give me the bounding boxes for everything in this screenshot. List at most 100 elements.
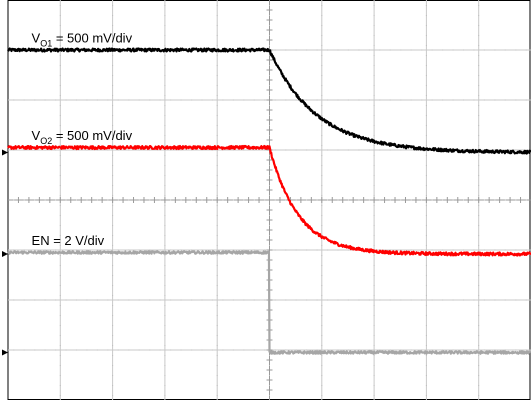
- minor-dot: [321, 395, 323, 396]
- minor-dot: [164, 205, 166, 206]
- minor-dot: [59, 335, 61, 336]
- minor-dot: [216, 45, 218, 46]
- minor-dot: [337, 149, 339, 151]
- minor-dot: [65, 99, 67, 101]
- minor-dot: [159, 199, 161, 201]
- minor-dot: [13, 349, 15, 351]
- minor-dot: [59, 395, 61, 396]
- minor-dot: [525, 349, 527, 351]
- minor-dot: [59, 275, 61, 276]
- minor-dot: [211, 99, 213, 101]
- minor-dot: [59, 125, 61, 126]
- minor-dot: [34, 349, 36, 351]
- minor-dot: [494, 199, 496, 201]
- minor-dot: [327, 99, 329, 101]
- minor-dot: [216, 15, 218, 16]
- minor-dot: [425, 275, 427, 276]
- minor-dot: [358, 199, 360, 201]
- minor-dot: [216, 385, 218, 386]
- minor-dot: [253, 349, 255, 351]
- minor-dot: [44, 349, 46, 351]
- minor-dot: [59, 15, 61, 16]
- minor-dot: [13, 99, 15, 101]
- minor-dot: [164, 15, 166, 16]
- minor-dot: [306, 99, 308, 101]
- minor-dot: [321, 235, 323, 236]
- minor-dot: [55, 249, 57, 251]
- minor-dot: [164, 395, 166, 396]
- minor-dot: [425, 305, 427, 306]
- minor-dot: [515, 299, 517, 301]
- minor-dot: [373, 55, 375, 56]
- minor-dot: [112, 355, 114, 356]
- minor-dot: [421, 249, 423, 251]
- minor-dot: [316, 99, 318, 101]
- minor-dot: [379, 349, 381, 351]
- minor-dot: [478, 335, 480, 336]
- minor-dot: [164, 155, 166, 156]
- minor-dot: [337, 199, 339, 201]
- minor-dot: [478, 105, 480, 106]
- minor-dot: [327, 299, 329, 301]
- minor-dot: [23, 299, 25, 301]
- minor-dot: [243, 199, 245, 201]
- minor-dot: [170, 249, 172, 251]
- minor-dot: [425, 335, 427, 336]
- minor-dot: [321, 245, 323, 246]
- minor-dot: [425, 15, 427, 16]
- minor-dot: [112, 135, 114, 136]
- minor-dot: [23, 149, 25, 151]
- minor-dot: [425, 345, 427, 346]
- minor-dot: [306, 49, 308, 51]
- minor-dot: [23, 349, 25, 351]
- minor-dot: [425, 225, 427, 226]
- minor-dot: [191, 199, 193, 201]
- minor-dot: [347, 99, 349, 101]
- minor-dot: [59, 365, 61, 366]
- trace-vo1: [7, 47, 531, 155]
- minor-dot: [269, 225, 270, 226]
- minor-dot: [112, 235, 114, 236]
- minor-dot: [216, 305, 218, 306]
- minor-dot: [59, 215, 61, 216]
- minor-dot: [425, 355, 427, 356]
- minor-dot: [347, 249, 349, 251]
- minor-dot: [149, 99, 151, 101]
- minor-dot: [515, 149, 517, 151]
- minor-dot: [59, 25, 61, 26]
- minor-dot: [269, 375, 270, 376]
- minor-dot: [59, 245, 61, 246]
- minor-dot: [478, 95, 480, 96]
- minor-dot: [112, 45, 114, 46]
- minor-dot: [478, 35, 480, 36]
- minor-dot: [112, 65, 114, 66]
- minor-dot: [164, 265, 166, 266]
- minor-dot: [107, 199, 109, 201]
- minor-dot: [285, 149, 287, 151]
- minor-dot: [59, 235, 61, 236]
- minor-dot: [473, 49, 475, 51]
- minor-dot: [425, 35, 427, 36]
- minor-dot: [494, 349, 496, 351]
- minor-dot: [425, 195, 427, 196]
- minor-dot: [264, 199, 266, 201]
- minor-dot: [112, 105, 114, 106]
- minor-dot: [321, 145, 323, 146]
- minor-dot: [159, 349, 161, 351]
- minor-dot: [285, 349, 287, 351]
- minor-dot: [59, 255, 61, 256]
- minor-dot: [170, 199, 172, 201]
- minor-dot: [216, 245, 218, 246]
- minor-dot: [107, 149, 109, 151]
- minor-dot: [274, 199, 276, 201]
- minor-dot: [347, 49, 349, 51]
- minor-dot: [164, 245, 166, 246]
- minor-dot: [159, 299, 161, 301]
- minor-dot: [112, 155, 114, 156]
- minor-dot: [112, 245, 114, 246]
- minor-dot: [421, 349, 423, 351]
- minor-dot: [180, 149, 182, 151]
- minor-dot: [478, 325, 480, 326]
- minor-dot: [86, 99, 88, 101]
- minor-dot: [478, 175, 480, 176]
